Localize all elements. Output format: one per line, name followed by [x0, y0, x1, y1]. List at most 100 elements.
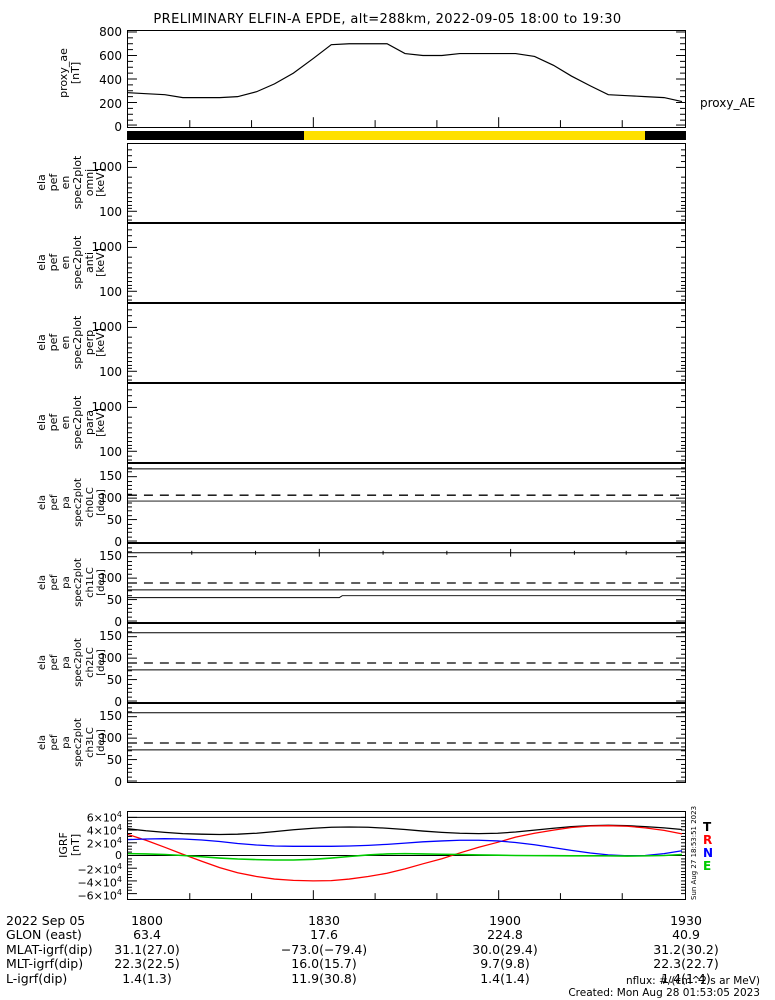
- credits-created: Created: Mon Aug 28 01:53:05 2023: [568, 987, 760, 999]
- info-row-glon: GLON (east) 63.4 17.6 224.8 40.9: [6, 927, 771, 943]
- panel-pa-ch3lc: [127, 703, 686, 783]
- info-value-lshell-1930: 1.4(1.4): [661, 970, 711, 986]
- proxy-ae-series-label: proxy_AE: [700, 96, 756, 110]
- igrf-legend-N: N: [703, 846, 714, 860]
- info-value-time-1800: 1800: [131, 913, 163, 928]
- pa-ch3lc-ylabel-w1: pef: [49, 734, 60, 751]
- ytick-igrf-p60000: 6×104: [86, 810, 122, 825]
- panel-pa-ch2lc: [127, 623, 686, 703]
- info-value-time-1930: 1930: [670, 913, 702, 928]
- panel-pa-ch1lc: [127, 543, 686, 623]
- panel-pa-ch0lc: [127, 463, 686, 543]
- panel-proxy-ae: [127, 30, 686, 128]
- ytick-pa2-50: 50: [106, 673, 122, 687]
- info-value-mlt-1830: 16.0(15.7): [291, 956, 357, 972]
- pa-ch0lc-ylabel-w2: pa: [61, 496, 72, 509]
- ytick-pa2-150: 150: [99, 629, 122, 643]
- pa-ch3lc-plot: [128, 707, 685, 782]
- status-bar-segment-0: [127, 131, 305, 140]
- info-value-time-1830: 1830: [308, 913, 340, 928]
- proxy-ae-plot: [128, 31, 685, 127]
- ytick-pa2-100: 100: [99, 651, 122, 665]
- pa-ch2lc-ylabel-w0: ela: [37, 654, 48, 671]
- info-value-glon-1900: 224.8: [487, 927, 523, 943]
- pa-ch3lc-ylabel-w0: ela: [37, 734, 48, 751]
- info-label-glon: GLON (east): [6, 927, 82, 943]
- igrf-legend-T: T: [703, 820, 712, 834]
- credits-block: nflux: #/(cm^2 s ar MeV) Created: Mon Au…: [0, 975, 760, 999]
- igrf-series-R: [128, 825, 683, 882]
- credits-nflux: nflux: #/(cm^2 s ar MeV): [626, 975, 760, 987]
- igrf-plot: [128, 816, 685, 899]
- ytick-spec-anti-100: 100: [99, 285, 122, 299]
- ytick-pa3-150: 150: [99, 709, 122, 723]
- igrf-series-T: [128, 824, 683, 836]
- pa-ch1lc-ylabel-w1: pef: [49, 574, 60, 591]
- pa-ch1lc-step-overlay: [128, 595, 685, 599]
- proxy-ae-trace: [128, 43, 683, 103]
- ytick-ae-0: 0: [114, 120, 122, 134]
- spec-para-ylabel-w0: ela: [35, 414, 48, 431]
- panel-proxy-ae-ylabel: proxy_ae: [57, 24, 70, 122]
- panel-spec-omni: [127, 143, 686, 223]
- ytick-pa1-100: 100: [99, 571, 122, 585]
- spec-omni-plot: [128, 149, 685, 221]
- info-value-lshell-1800: 1.4(1.3): [122, 970, 172, 986]
- igrf-series-N: [128, 838, 683, 857]
- info-row-lshell: L-igrf(dip) 1.4(1.3) 11.9(30.8) 1.4(1.4)…: [6, 970, 771, 986]
- info-label-lshell: L-igrf(dip): [6, 970, 68, 986]
- panel-spec-anti: [127, 223, 686, 303]
- ytick-igrf-m40000: −4×104: [77, 875, 122, 890]
- ytick-igrf-m60000: −6×104: [77, 888, 122, 903]
- info-value-mlat-1830: −73.0(−79.4): [280, 941, 368, 957]
- ytick-spec-para-100: 100: [99, 445, 122, 459]
- ytick-ae-600: 600: [99, 49, 122, 63]
- ytick-igrf-p20000: 2×104: [86, 836, 122, 851]
- ytick-igrf-m40000-exp: 4: [116, 875, 122, 884]
- ytick-igrf-m60000-exp: 4: [116, 888, 122, 897]
- pa-ch0lc-ylabel-w0: ela: [37, 494, 48, 511]
- pa-ch0lc-plot: [128, 467, 685, 542]
- info-table: 2022 Sep 05 1800 1830 1900 1930 GLON (ea…: [6, 913, 771, 986]
- ytick-pa1-50: 50: [106, 593, 122, 607]
- ytick-pa0-100: 100: [99, 491, 122, 505]
- ytick-pa3-0: 0: [114, 775, 122, 789]
- info-value-lshell-1900: 1.4(1.4): [480, 970, 530, 986]
- pa-ch3lc-ylabel-w2: pa: [61, 736, 72, 749]
- ytick-spec-anti-1000: 1000: [91, 240, 122, 254]
- ytick-spec-omni-1000: 1000: [91, 160, 122, 174]
- ytick-pa3-50: 50: [106, 753, 122, 767]
- ytick-ae-800: 800: [99, 25, 122, 39]
- igrf-series-E: [128, 852, 683, 861]
- ytick-spec-omni-100: 100: [99, 205, 122, 219]
- ytick-pa0-0: 0: [114, 535, 122, 549]
- pa-ch2lc-ylabel-w1: pef: [49, 654, 60, 671]
- ytick-pa2-0: 0: [114, 695, 122, 709]
- spec-anti-plot: [128, 229, 685, 301]
- pa-ch1lc-ylabel-w2: pa: [61, 576, 72, 589]
- panel-igrf: [127, 811, 686, 900]
- status-bar: [127, 131, 686, 140]
- ytick-spec-perp-1000: 1000: [91, 320, 122, 334]
- spec-omni-ylabel-w1: pef: [47, 173, 60, 192]
- spec-perp-ylabel-w0: ela: [35, 334, 48, 351]
- ytick-pa1-150: 150: [99, 549, 122, 563]
- panel-spec-perp: [127, 303, 686, 383]
- spec-perp-plot: [128, 309, 685, 381]
- igrf-legend-R: R: [703, 833, 713, 847]
- info-label-date: 2022 Sep 05: [6, 913, 86, 928]
- pa-ch1lc-plot: [128, 547, 685, 622]
- ytick-pa0-150: 150: [99, 469, 122, 483]
- ytick-igrf-m20000: −2×104: [77, 862, 122, 877]
- ytick-igrf-p60000-exp: 4: [116, 810, 122, 819]
- page-title: PRELIMINARY ELFIN-A EPDE, alt=288km, 202…: [153, 12, 622, 27]
- info-row-mlat: MLAT-igrf(dip) 31.1(27.0) −73.0(−79.4) 3…: [6, 941, 771, 957]
- ytick-pa1-0: 0: [114, 615, 122, 629]
- spec-anti-ylabel-w1: pef: [47, 253, 60, 272]
- info-value-mlt-1900: 9.7(9.8): [480, 956, 530, 972]
- ytick-spec-para-1000: 1000: [91, 400, 122, 414]
- ytick-igrf-p40000: 4×104: [86, 823, 122, 838]
- spec-para-ylabel-w1: pef: [47, 413, 60, 432]
- info-value-mlt-1930: 22.3(22.7): [653, 956, 719, 972]
